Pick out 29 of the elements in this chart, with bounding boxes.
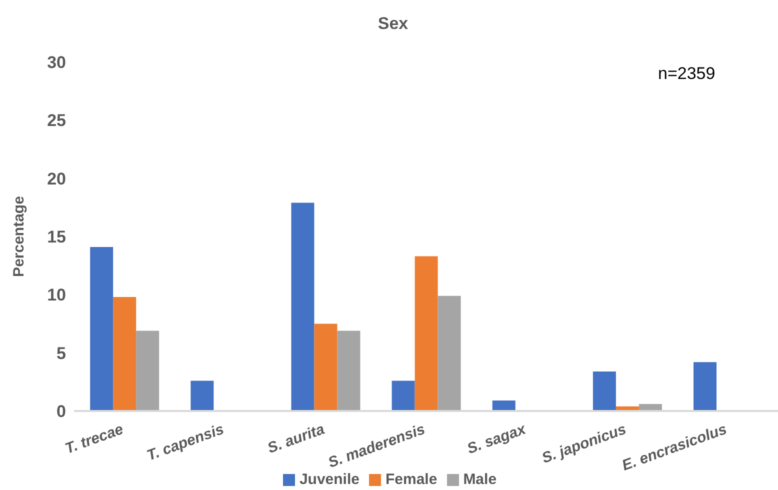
- annotation: n=2359: [658, 64, 716, 84]
- bar: [314, 324, 338, 411]
- bar: [190, 380, 214, 411]
- bar: [438, 296, 461, 411]
- bar: [492, 400, 516, 411]
- y-tick-label: 10: [47, 286, 66, 305]
- x-tick-label: S. aurita: [265, 420, 327, 457]
- y-axis-title: Percentage: [10, 196, 28, 277]
- chart-title: Sex: [376, 13, 410, 35]
- legend-label: Female: [385, 471, 438, 488]
- y-tick-label: 0: [56, 402, 66, 422]
- bar: [694, 362, 717, 411]
- legend-label: Juvenile: [299, 471, 360, 488]
- bar: [337, 330, 360, 411]
- y-tick-label: 25: [47, 111, 66, 130]
- y-tick-label: 20: [47, 169, 66, 188]
- legend-label: Male: [463, 471, 497, 488]
- bar: [90, 246, 114, 411]
- x-tick-label: T. trecae: [62, 420, 126, 458]
- y-tick-label: 5: [56, 344, 66, 363]
- bar: [113, 296, 136, 411]
- bar: [291, 202, 314, 411]
- y-tick-label: 15: [47, 228, 66, 247]
- bar: [136, 330, 160, 411]
- bar: [592, 371, 616, 411]
- bar: [392, 380, 415, 411]
- y-tick-label: 30: [47, 53, 66, 72]
- x-tick-label: S. sagax: [464, 420, 529, 458]
- bar: [414, 256, 438, 411]
